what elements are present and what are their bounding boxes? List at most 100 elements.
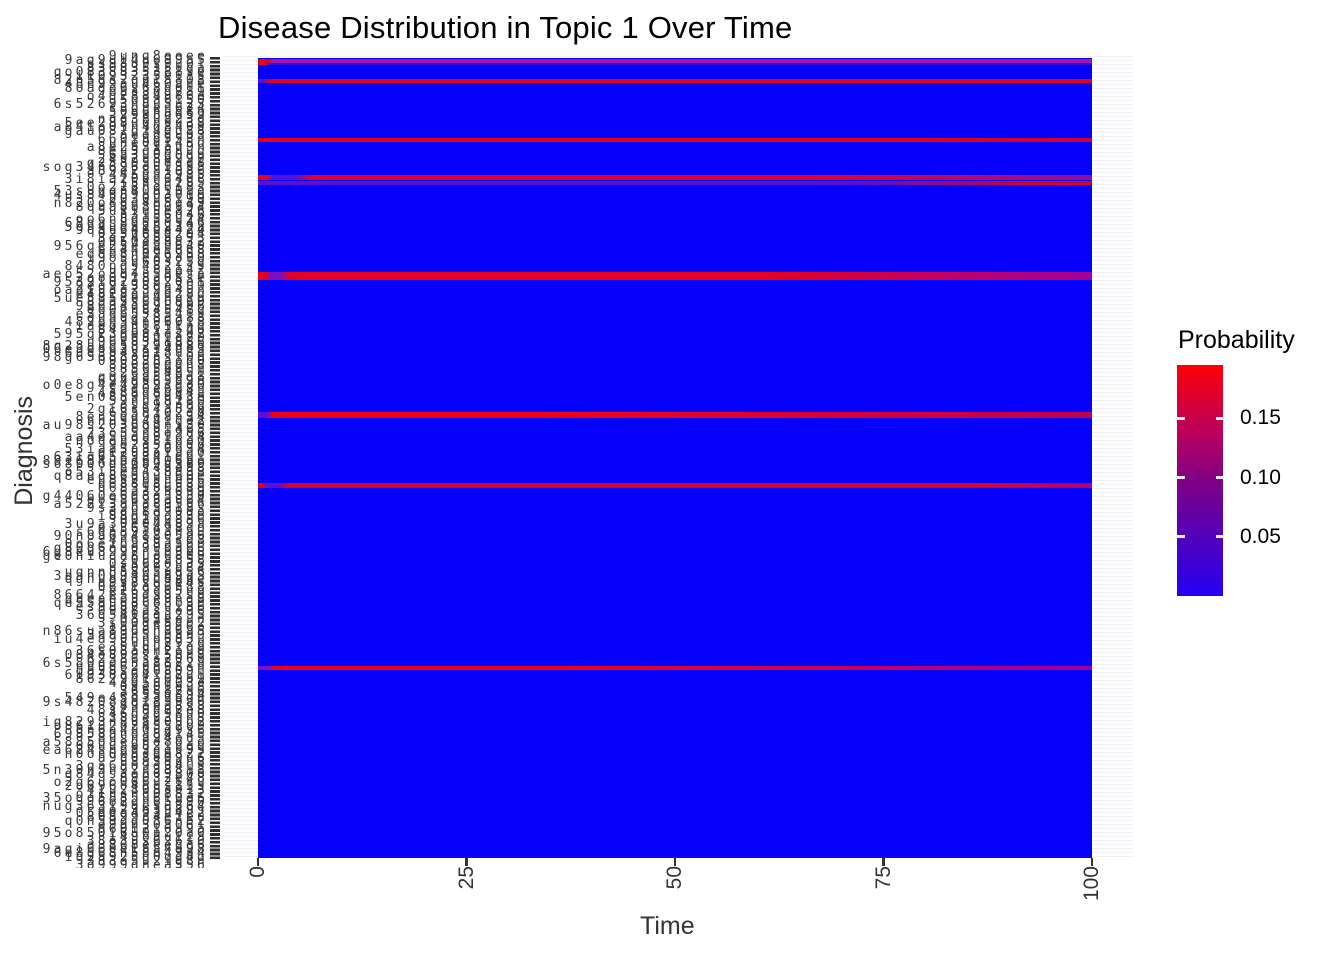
y-tick-label: 29a8o659 [119,108,208,124]
y-tick-label: 8q28auu5829908o [42,338,208,354]
y-tick-label: 90noa6948805a6 [53,528,208,544]
heatmap-stripe [258,412,1092,418]
y-tick-label: 98g65688o0nsi0q [42,350,208,366]
y-tick-label: 0863eeun [119,612,208,628]
y-tick-label: 5usique826 [97,203,208,219]
y-tick-label: aa4e5uqa9io24 [64,429,208,445]
y-tick-label: 53iaa3a320o34 [64,441,208,457]
y-tick-label: 36a882s6 [119,683,208,699]
y-tick-label: 595q23qea4gse2 [53,326,208,342]
heatmap-stripe [258,483,1092,488]
y-tick-label: ge0niuqa8uo68q9 [42,548,208,564]
y-tick-label: 84a88i254o [97,322,208,338]
y-tick-label: noqon9s8ioo0 [75,433,208,449]
y-tick-label: 084e899si5on8 [64,647,208,663]
y-tick-label: 6o2qn65e90 [97,794,208,810]
y-tick-label: 2ao09i8a0sse [75,271,208,287]
x-tick-label: 100 [1080,866,1103,902]
y-tick-label: a8e2a3iau9n [86,140,208,156]
y-tick-label: go23e3989s [97,802,208,818]
y-tick-label: 826a5485i [108,366,208,382]
y-tick-label: 5ue585geo4nqsg [53,290,208,306]
y-tick-label: 62386ss206o [86,651,208,667]
y-tick-label: gn6a4u0ug9s6 [75,723,208,739]
y-tick-label: i49oauiia [108,830,208,846]
y-tick-label: 24s2a8e992 [97,152,208,168]
y-tick-label: q688g8uu8q [97,477,208,493]
y-tick-label: 4s8aqogq4a [97,386,208,402]
y-tick-label: u8a3qnn8 [119,754,208,770]
y-tick-label: 3o9oi465 [119,421,208,437]
x-tick-mark [882,858,885,866]
y-tick-label: ea624snoq3ggs9s [42,743,208,759]
y-tick-label: guaqg28qa88 [86,310,208,326]
y-tick-label: q84qsaeo6980o [64,766,208,782]
y-tick-label: 36g54iggu295 [75,608,208,624]
y-tick-label: 63iq658334iggi [53,449,208,465]
y-tick-label: 9s48208gqi859a6 [42,695,208,711]
y-tick-label: o2g6uo066u2isu [53,774,208,790]
y-tick-label: e4828quqq28g [75,286,208,302]
y-tick-label: 0o228nq6i8s [86,179,208,195]
y-tick-label: qgnuog3oq8one [64,572,208,588]
y-tick-label: 5ee288uqnsu38 [64,116,208,132]
y-tick-label: 3qa65o9g34us [75,758,208,774]
y-tick-label: 8unn292q [119,635,208,651]
x-axis-title: Time [640,912,695,940]
y-tick-label: e35iqu8iga [97,639,208,655]
y-tick-label: es9u825sui56 [75,600,208,616]
y-tick-label: n96s83gi886 [86,334,208,350]
y-tick-label: 20u8a858 [119,552,208,568]
y-tick-label: i9o5oeo9o90 [86,251,208,267]
y-tick-label: gau082qi4gq88 [64,124,208,140]
y-tick-label: 23o55n8g9q6 [86,425,208,441]
y-tick-label: 59nni8i80 [108,394,208,410]
y-tick-label: 090338aoq0 [97,354,208,370]
y-tick-label: gi2u8aiaq0 [97,445,208,461]
y-tick-label: une0gi45q [108,136,208,152]
y-tick-label: 6e8g68n58o49n4 [53,846,208,862]
legend-tick-label: 0.05 [1240,524,1281,548]
y-tick-label: 3g2498ao93 [97,231,208,247]
x-tick-mark [673,858,677,866]
y-tick-label: a3868eeegg6 [86,838,208,854]
y-tick-label: 0n50e88g32 [97,235,208,251]
y-tick-label: nnug62nq98sn [75,659,208,675]
y-tick-label: 69858anoa84i45 [53,727,208,743]
y-tick-label: i88gi9o33o [97,509,208,525]
y-tick-label: au98s2036ooni30 [42,417,208,433]
heatmap-stripe [258,62,1092,65]
y-tick-label: 5u0q8uig20 [97,330,208,346]
heatmap-stripe [258,138,1092,142]
y-tick-label: 6s52693n8u5u23 [53,96,208,112]
heatmap-stripe [258,175,1092,180]
legend-tick-label: 0.10 [1240,465,1281,489]
y-tick-label: 66uuae82ingq [75,739,208,755]
y-tick-label: 482on34n960i8 [64,314,208,330]
y-tick-label: oiinsnq08832 [75,786,208,802]
y-tick-label: o53i5eg438q38 [64,465,208,481]
y-tick-label: 06iiq96n88 [97,580,208,596]
y-tick-label: e855q894 [119,687,208,703]
y-tick-label: 5ona6i50 [119,92,208,108]
y-tick-label: 05qgq493u4e2 [75,806,208,822]
y-tick-label: 4iu2808sei3 [86,782,208,798]
y-tick-label: qguaa53eg8 [97,370,208,386]
heatmap-stripe [258,79,1092,83]
x-tick-label: 50 [663,866,686,890]
y-tick-label: 025u6qg204 [97,227,208,243]
y-tick-label: sog34n696oui3sa [42,160,208,176]
legend-tick-mark [1177,417,1185,420]
y-tick-label: 5n60s25g [119,255,208,271]
y-tick-label: g258050gqg8 [86,156,208,172]
y-tick-label: n3i36o46 [119,207,208,223]
y-tick-label: 86229gia69o9 [75,671,208,687]
y-tick-label: q9s8so3e4s [97,576,208,592]
legend-tick-mark [1177,535,1185,539]
y-tick-label: q0n59gg086no2 [64,814,208,830]
y-tick-label: o86iu2o24552o9 [53,719,208,735]
y-tick-label: 50a6naq8e [108,104,208,120]
y-tick-label: 5en0859n9q43e [64,390,208,406]
y-tick-label: 6g8eu8992n5o3eu [42,544,208,560]
y-tick-label: n0on0eqsge822 [64,746,208,762]
